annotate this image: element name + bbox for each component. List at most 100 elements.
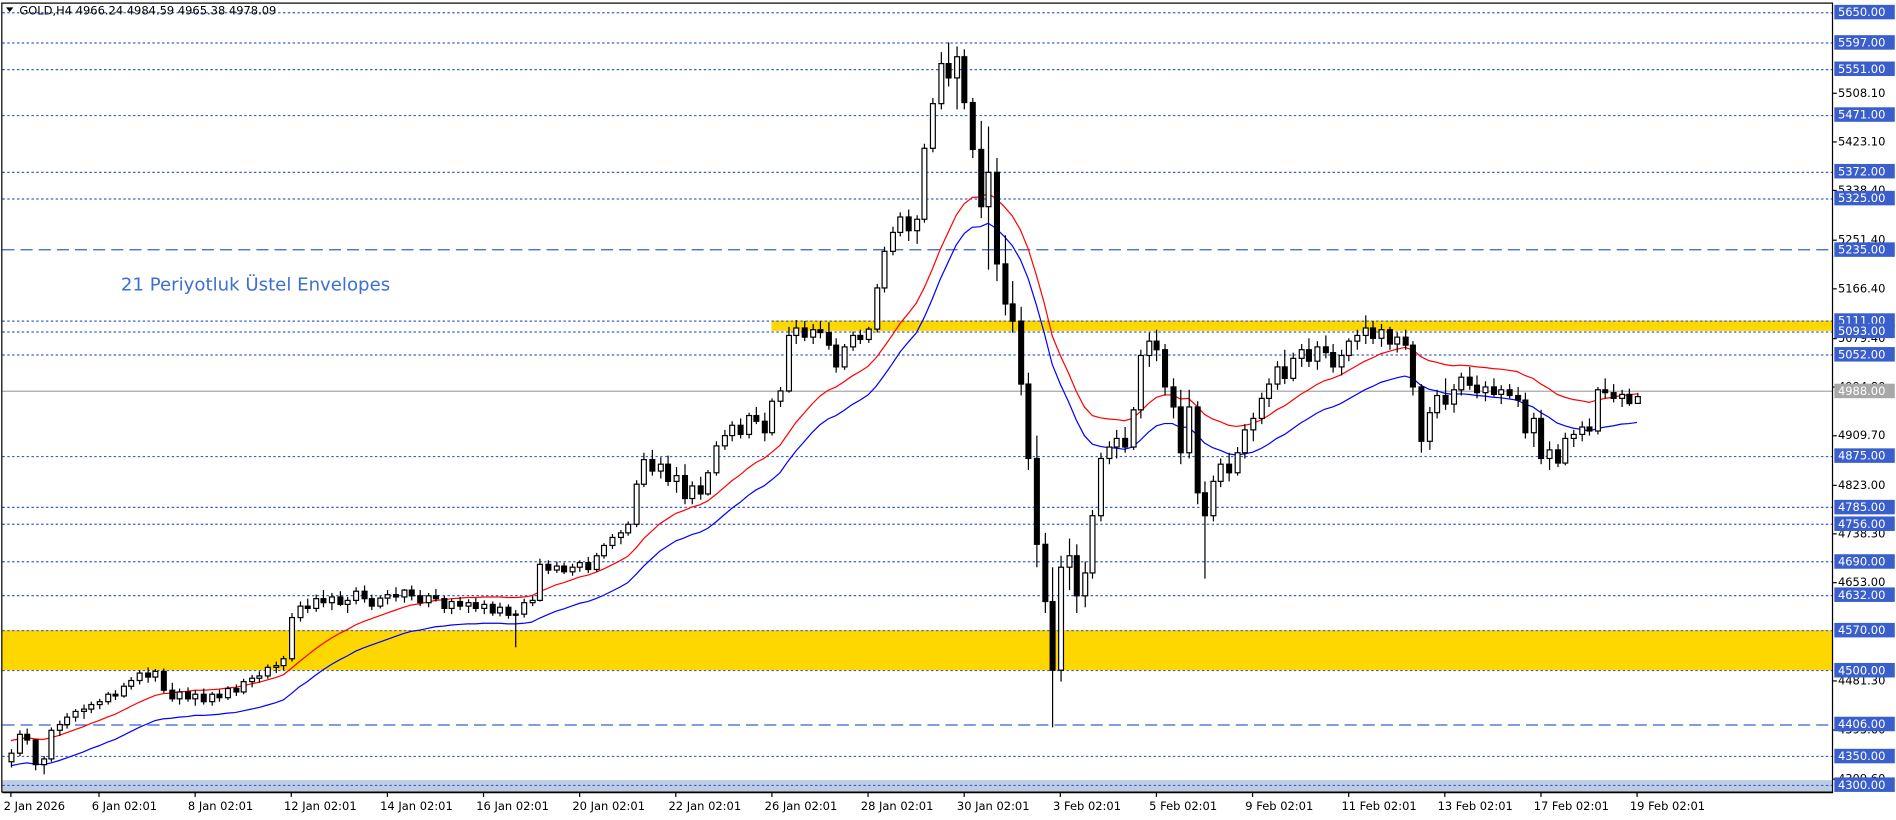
level-label-box: [1834, 716, 1895, 732]
x-tick-label: 17 Feb 02:01: [1534, 799, 1609, 813]
candle-body: [905, 216, 912, 232]
candle-body: [8, 752, 15, 763]
candle-body: [88, 703, 95, 710]
candle-body: [1130, 409, 1137, 448]
level-label: 5372.00: [1838, 164, 1885, 178]
candle-body: [1451, 389, 1458, 405]
candle-body: [697, 485, 704, 495]
candle-body: [1515, 394, 1522, 401]
candle-body: [1634, 396, 1641, 405]
candle-body: [1546, 449, 1553, 460]
level-label-box: [1834, 748, 1895, 764]
level-label: 4875.00: [1838, 449, 1885, 463]
candle-body: [704, 472, 711, 495]
candle-body: [105, 693, 112, 703]
candle-body: [1226, 463, 1233, 474]
level-label-box: [1834, 323, 1895, 339]
candle-body: [41, 758, 48, 766]
candle-body: [1538, 417, 1545, 460]
candle-body: [777, 390, 784, 402]
level-label: 4988.00: [1838, 384, 1885, 398]
candle-body: [64, 716, 71, 726]
x-tick-label: 12 Jan 02:01: [284, 799, 357, 813]
menu-triangle[interactable]: [6, 7, 14, 13]
candle-body: [481, 603, 488, 610]
candle-body: [1458, 376, 1465, 391]
candle-body: [280, 658, 287, 667]
candle-body: [1113, 437, 1120, 448]
candle-body: [1473, 384, 1481, 394]
candle-body: [961, 56, 968, 104]
candle-body: [938, 63, 945, 105]
candle-body: [600, 544, 608, 557]
candle-body: [954, 56, 961, 79]
candle-body: [1522, 399, 1529, 434]
x-tick-label: 9 Feb 02:01: [1245, 799, 1313, 813]
candle-body: [465, 602, 472, 607]
candle-body: [384, 594, 391, 599]
candle-body: [985, 171, 992, 208]
candle-body: [209, 693, 216, 703]
x-tick-label: 20 Jan 02:01: [572, 799, 645, 813]
candle-body: [1097, 457, 1104, 517]
candle-body: [32, 739, 39, 766]
level-label-box: [1834, 242, 1895, 257]
candle-body: [233, 687, 240, 693]
candle-body: [1033, 457, 1040, 545]
candle-body: [1210, 480, 1217, 517]
candle-body: [432, 595, 439, 600]
candle-body: [1018, 320, 1025, 385]
candle-body: [978, 148, 985, 208]
candle-body: [536, 563, 543, 601]
candle-body: [729, 424, 736, 437]
candle-body: [1305, 349, 1312, 362]
level-label: 5093.00: [1838, 324, 1885, 338]
level-label: 5052.00: [1838, 347, 1885, 361]
candle-body: [256, 675, 263, 679]
candle-body: [224, 687, 231, 699]
zone: [771, 320, 1834, 331]
candle-body: [457, 600, 464, 607]
candle-body: [1146, 340, 1153, 357]
candle-body: [192, 693, 199, 700]
candle-body: [865, 328, 872, 341]
candle-body: [1122, 437, 1129, 448]
candle-body: [817, 329, 824, 334]
candle-body: [833, 344, 840, 368]
candle-body: [48, 729, 55, 760]
x-tick-label: 3 Feb 02:01: [1053, 799, 1121, 813]
candle-body: [1266, 383, 1273, 399]
level-label-box: [1834, 61, 1895, 77]
candle-body: [1281, 366, 1288, 379]
candle-body: [320, 598, 327, 604]
candle-body: [593, 555, 600, 571]
candle-body: [921, 147, 928, 220]
candle-body: [448, 600, 455, 610]
candle-body: [585, 562, 592, 571]
candle-body: [96, 701, 103, 706]
candle-body: [545, 563, 552, 571]
candle-body: [313, 598, 320, 610]
envelope-line: [10, 192, 1638, 742]
x-tick-label: 14 Jan 02:01: [380, 799, 453, 813]
candle-body: [1579, 426, 1586, 436]
candle-body: [297, 605, 304, 619]
candle-body: [1089, 515, 1096, 574]
candle-body: [881, 250, 888, 289]
level-label: 5650.00: [1838, 5, 1885, 19]
candle-body: [929, 103, 936, 149]
candle-body: [273, 665, 280, 668]
level-label: 5325.00: [1838, 191, 1885, 205]
candle-body: [793, 327, 800, 337]
candle-body: [825, 331, 832, 346]
candle-body: [689, 485, 696, 500]
level-label-box: [1834, 662, 1895, 678]
candle-body: [737, 424, 744, 436]
candle-body: [1274, 366, 1281, 385]
candle-body: [753, 414, 760, 422]
candle-body: [425, 595, 432, 604]
envelope-line: [10, 222, 1638, 767]
candle-body: [713, 445, 720, 474]
candle-body: [1082, 572, 1089, 597]
candle-body: [1434, 394, 1441, 414]
